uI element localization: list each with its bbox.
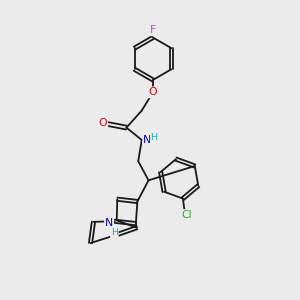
Text: N: N: [143, 135, 152, 145]
Text: N: N: [105, 218, 113, 228]
Text: Cl: Cl: [182, 210, 192, 220]
Text: H: H: [151, 133, 158, 142]
Text: O: O: [99, 118, 107, 128]
Text: O: O: [148, 87, 157, 97]
Text: H: H: [111, 228, 118, 237]
Text: F: F: [150, 25, 156, 35]
